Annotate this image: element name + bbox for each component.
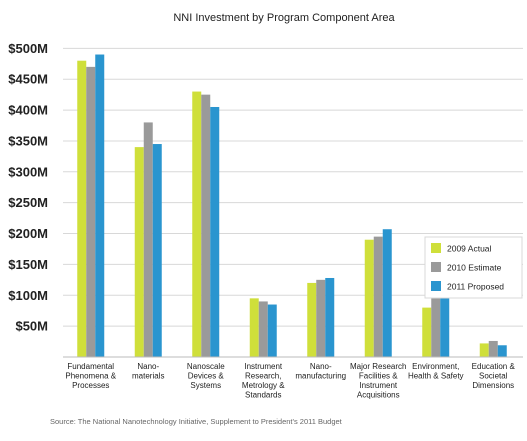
bar: [325, 277, 335, 357]
bar: [77, 60, 87, 357]
x-tick-label: Nano-manufacturing: [295, 362, 346, 381]
bar: [258, 301, 268, 357]
x-tick-label: Nanoscale Devices & Systems: [187, 362, 225, 390]
legend-label: 2009 Actual: [447, 244, 492, 254]
x-tick-label: Education & Societal Dimensions: [472, 362, 516, 390]
bar: [152, 144, 162, 357]
legend-box: [424, 236, 523, 299]
y-tick-label: $150M: [8, 257, 48, 272]
x-tick-label: Instrument Research, Metrology & Standards: [242, 362, 285, 400]
y-tick-label: $400M: [8, 103, 48, 118]
x-tick-label: Environment, Health & Safety: [408, 362, 464, 381]
y-tick-label: $200M: [8, 226, 48, 241]
bar: [210, 106, 220, 357]
legend-swatch: [431, 262, 441, 272]
bar: [479, 343, 489, 357]
bar: [134, 147, 144, 357]
legend: 2009 Actual 2010 Estimate 2011 Proposed: [424, 236, 523, 299]
bar: [95, 54, 105, 358]
y-tick-label: $500M: [8, 41, 48, 56]
bar: [192, 91, 202, 358]
bar: [382, 229, 392, 357]
source-note: Source: The National Nanotechnology Init…: [50, 417, 343, 426]
x-tick-label: Major Research Facilities & Instrument Acqu…: [350, 362, 406, 400]
x-tick-label: Fundamental Phenomena & Processes: [65, 362, 116, 390]
bar: [422, 307, 432, 357]
bar: [307, 282, 317, 357]
y-tick-label: $300M: [8, 164, 48, 179]
bar: [267, 304, 277, 357]
bar: [316, 279, 326, 357]
x-tick-label: Nano-materials: [132, 362, 164, 381]
legend-swatch: [431, 281, 441, 291]
y-tick-label: $450M: [8, 72, 48, 87]
legend-swatch: [431, 243, 441, 253]
chart-title: NNI Investment by Program Component Area: [173, 12, 395, 24]
bar: [143, 122, 153, 357]
bar: [497, 345, 507, 357]
bars: [77, 54, 507, 358]
y-tick-label: $350M: [8, 133, 48, 148]
bar: [373, 236, 383, 357]
legend-label: 2011 Proposed: [447, 282, 504, 292]
bar: [249, 298, 259, 357]
x-axis-ticks: Fundamental Phenomena & Processes Nano-mate…: [65, 362, 515, 400]
y-tick-label: $100M: [8, 288, 48, 303]
y-tick-label: $50M: [15, 319, 48, 334]
bar: [86, 66, 96, 357]
bar: [488, 340, 498, 357]
legend-label: 2010 Estimate: [447, 263, 502, 273]
y-axis-ticks: $50M $100M $150M $200M $250M $300M $350M $400M $…: [8, 41, 48, 334]
bar: [364, 239, 374, 357]
bar: [440, 292, 450, 357]
y-tick-label: $250M: [8, 195, 48, 210]
bar: [431, 295, 441, 357]
bar: [201, 94, 211, 358]
